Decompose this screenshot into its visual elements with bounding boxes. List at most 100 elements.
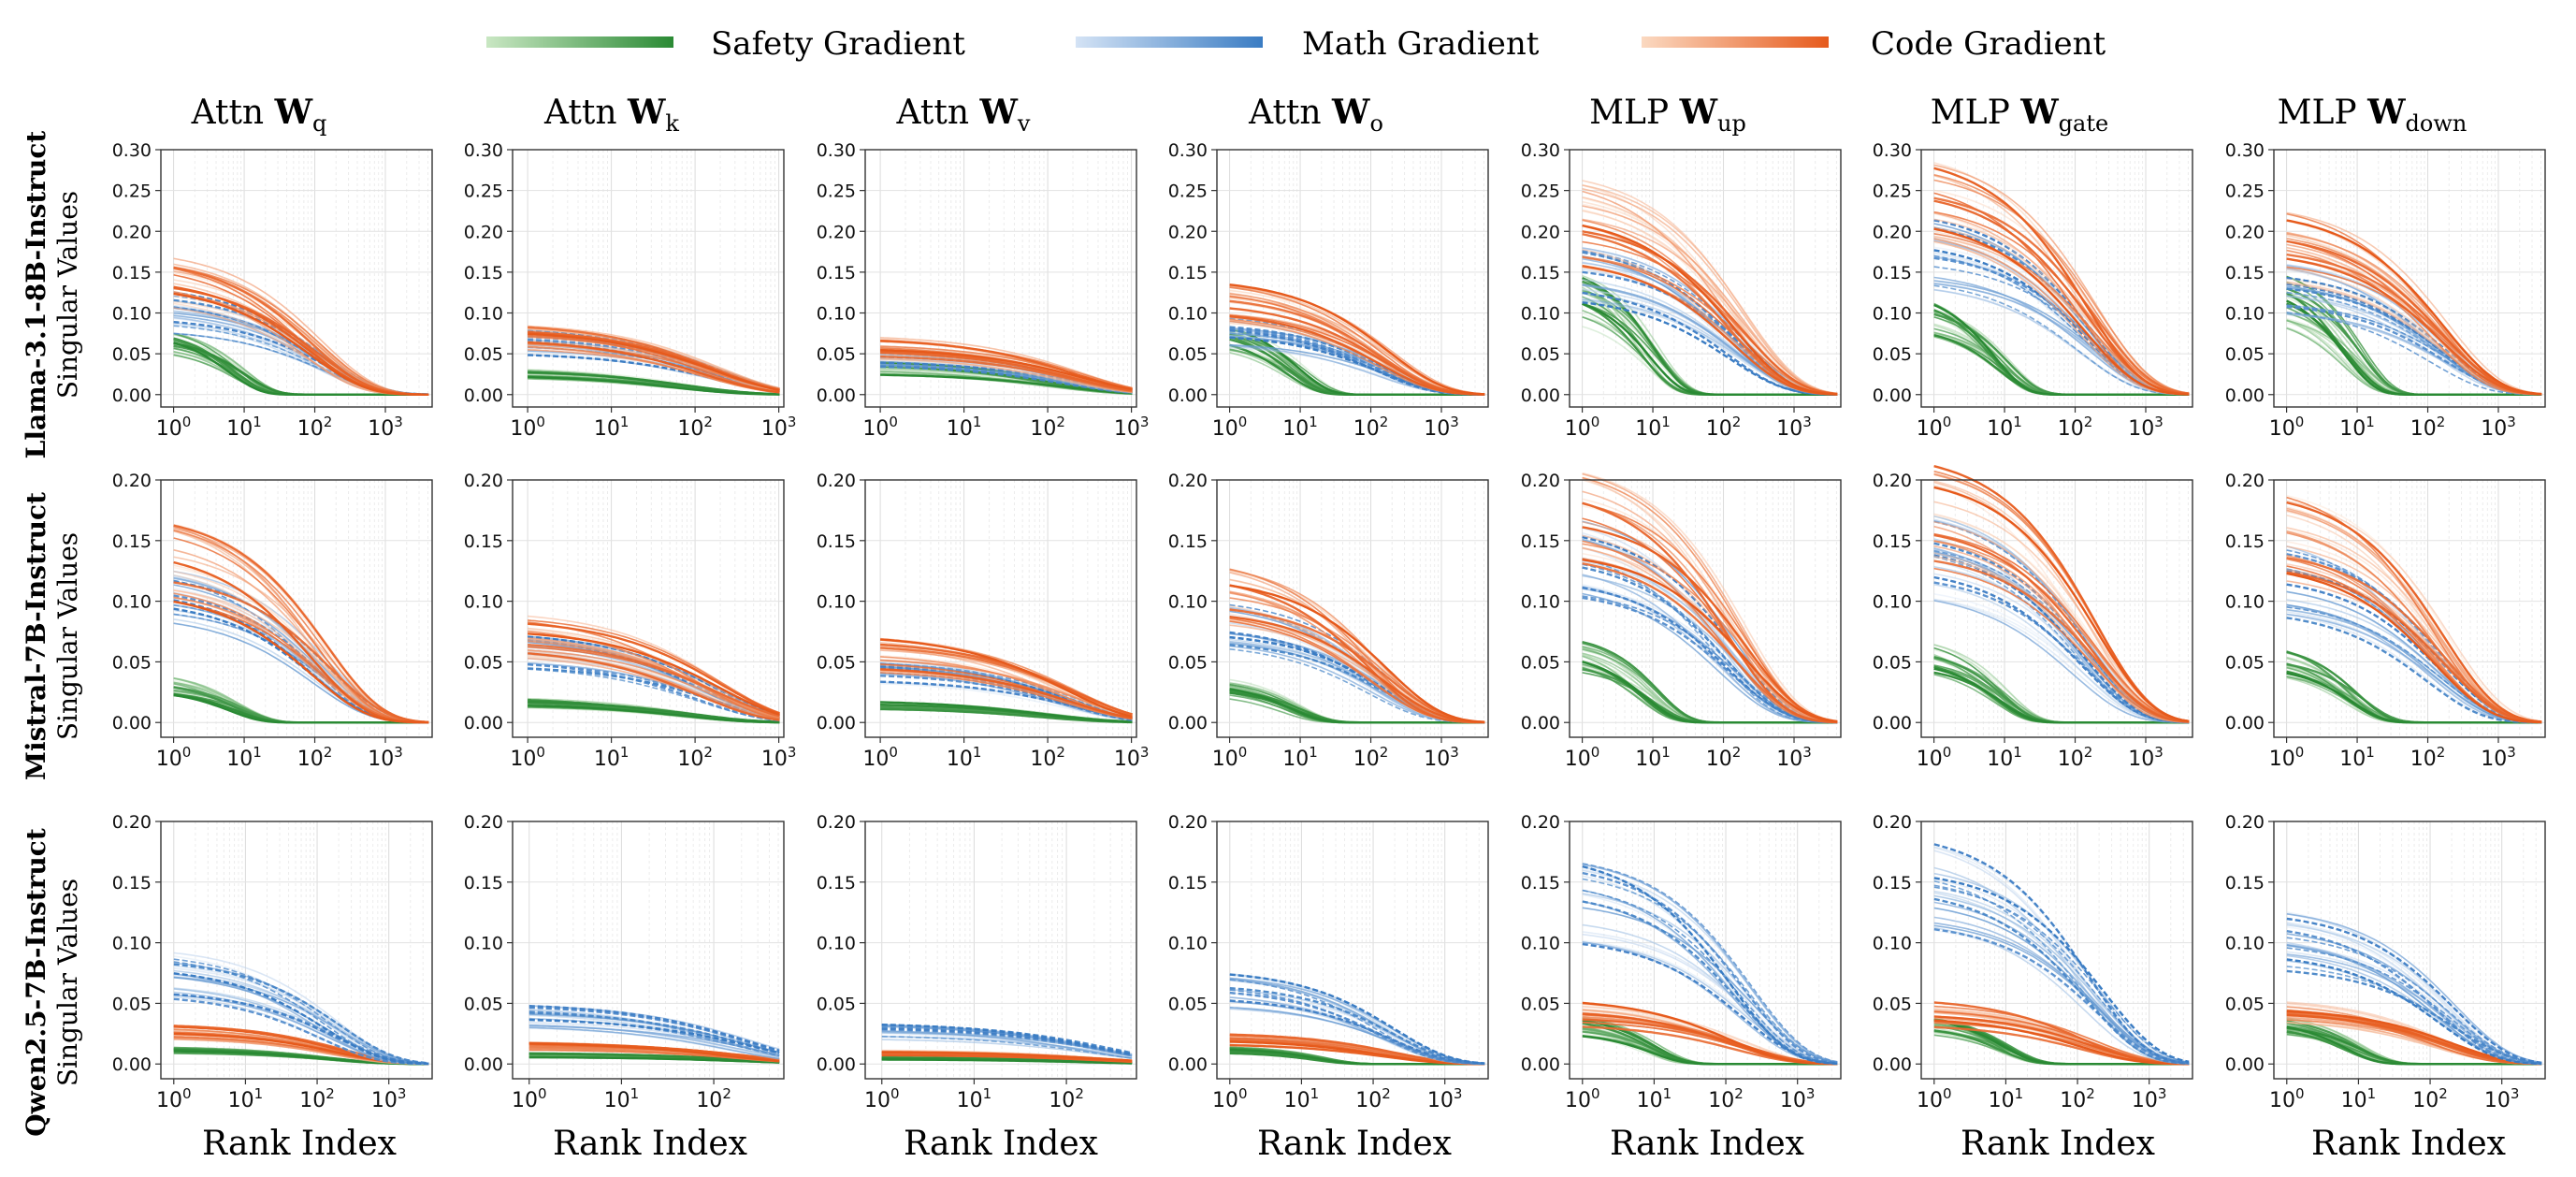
series-line-code (1933, 218, 2190, 395)
series-line-math (173, 607, 429, 724)
series-line-math (1933, 542, 2190, 723)
series-line-code (528, 341, 780, 394)
series-line-code (1933, 555, 2190, 723)
series-line-math (173, 993, 429, 1065)
y-tick-label: 0.15 (1521, 531, 1560, 552)
legend: Safety Gradient Math Gradient Code Gradi… (486, 25, 2106, 63)
series-line-safety (2286, 672, 2542, 724)
series-line-code (2286, 571, 2542, 723)
plot-frame (160, 479, 433, 738)
series-line-safety (528, 705, 780, 724)
series-line-code (2286, 572, 2542, 724)
series-line-safety (880, 707, 1133, 724)
x-tick-label: 100 (1917, 414, 1952, 441)
x-tick-label: 102 (677, 414, 713, 441)
xlabel-col-5: Rank Index (1610, 1125, 1804, 1163)
series-line-math (1582, 907, 1838, 1064)
y-tick-label: 0.15 (1168, 873, 1208, 894)
x-tick-label: 103 (1424, 414, 1459, 441)
y-tick-label: 0.10 (2225, 934, 2265, 954)
series-line-code (2286, 240, 2542, 396)
series-line-math (1933, 254, 2190, 396)
y-tick-label: 0.15 (2225, 531, 2265, 552)
x-tick-label: 103 (761, 744, 797, 771)
series-line-math (881, 1035, 1133, 1057)
x-tick-label: 103 (2128, 414, 2164, 441)
series-line-math (1229, 999, 1485, 1065)
series-line-math (1229, 973, 1485, 1065)
y-tick-label: 0.00 (112, 713, 152, 734)
series-line-code (173, 292, 429, 396)
row-model-qwen: Qwen2.5-7B-Instruct (21, 828, 51, 1137)
x-tick-label: 101 (604, 1085, 640, 1112)
y-tick-label: 0.10 (112, 592, 152, 613)
y-tick-label: 0.25 (1521, 182, 1560, 202)
panel-r3-c5: 0.00 0.05 0.10 0.15 0.20 100 101 102 103 (1521, 812, 1842, 1112)
y-tick-label: 0.20 (1873, 471, 1912, 491)
column-title-attn-wo: Attn Wo (1248, 93, 1383, 137)
y-tick-label: 0.25 (817, 182, 856, 202)
x-tick-label: 101 (226, 744, 262, 771)
series-line-safety (1582, 1035, 1838, 1066)
y-tick-label: 0.15 (1873, 873, 1912, 894)
y-tick-label: 0.15 (464, 263, 503, 283)
series-line-math (2286, 917, 2542, 1064)
series-line-code (2286, 211, 2542, 395)
y-tick-label: 0.15 (112, 531, 152, 552)
series-line-math (528, 1005, 780, 1051)
y-tick-label: 0.10 (464, 592, 503, 613)
y-tick-label: 0.00 (2225, 1054, 2265, 1075)
y-tick-label: 0.00 (464, 713, 503, 734)
series-line-code (528, 632, 780, 716)
row-ylabel-mistral: Singular Values (52, 532, 83, 740)
x-tick-label: 100 (1212, 1085, 1248, 1112)
y-tick-label: 0.15 (464, 531, 503, 552)
panel-r1-c5: 0.00 0.05 0.10 0.15 0.20 0.25 0.30 100 101 102 103 (1521, 140, 1842, 441)
x-tick-label: 103 (2128, 744, 2164, 771)
y-tick-label: 0.15 (1168, 531, 1208, 552)
series-line-code (528, 332, 780, 392)
series-line-code (880, 638, 1133, 719)
series-line-code (880, 656, 1133, 719)
plot-frame (160, 149, 433, 408)
series-line-code (880, 672, 1133, 720)
series-line-safety (173, 341, 429, 396)
plot-frame (1569, 149, 1842, 408)
x-tick-label: 100 (512, 1085, 547, 1112)
series-line-math (1582, 933, 1838, 1064)
x-tick-label: 103 (371, 1085, 407, 1112)
series-line-math (1582, 592, 1838, 724)
y-tick-label: 0.20 (464, 222, 503, 242)
y-tick-label: 0.10 (464, 304, 503, 325)
series-line-code (2286, 500, 2542, 722)
series-line-math (1933, 928, 2190, 1065)
y-tick-label: 0.30 (464, 140, 503, 161)
series-line-code (1229, 584, 1485, 724)
series-line-code (1582, 184, 1838, 395)
y-tick-label: 0.15 (464, 873, 503, 894)
x-tick-label: 103 (1424, 744, 1459, 771)
series-line-code (1933, 1015, 2190, 1066)
y-tick-label: 0.20 (1168, 812, 1208, 833)
column-title-attn-wv: Attn Wv (896, 93, 1031, 137)
series-line-math (173, 976, 429, 1065)
column-titles: Attn Wq Attn Wk Attn Wv Attn Wo MLP Wup … (191, 93, 2467, 137)
x-tick-label: 102 (2060, 1085, 2095, 1112)
series-line-math (2286, 937, 2542, 1064)
series-line-code (173, 524, 429, 723)
legend-swatch-math (1076, 36, 1263, 48)
series-line-code (1582, 230, 1838, 396)
series-line-math (1933, 256, 2190, 396)
series-line-code (880, 668, 1133, 719)
row-model-mistral: Mistral-7B-Instruct (21, 492, 51, 780)
x-tick-label: 103 (2481, 414, 2516, 441)
series-line-code (1933, 1019, 2190, 1066)
y-tick-label: 0.00 (112, 1054, 152, 1075)
x-tick-label: 100 (1917, 1085, 1952, 1112)
series-line-math (173, 963, 429, 1065)
series-line-code (2286, 219, 2542, 396)
series-line-code (1933, 533, 2190, 723)
plot-frame (864, 149, 1137, 408)
y-tick-label: 0.05 (1521, 994, 1560, 1014)
